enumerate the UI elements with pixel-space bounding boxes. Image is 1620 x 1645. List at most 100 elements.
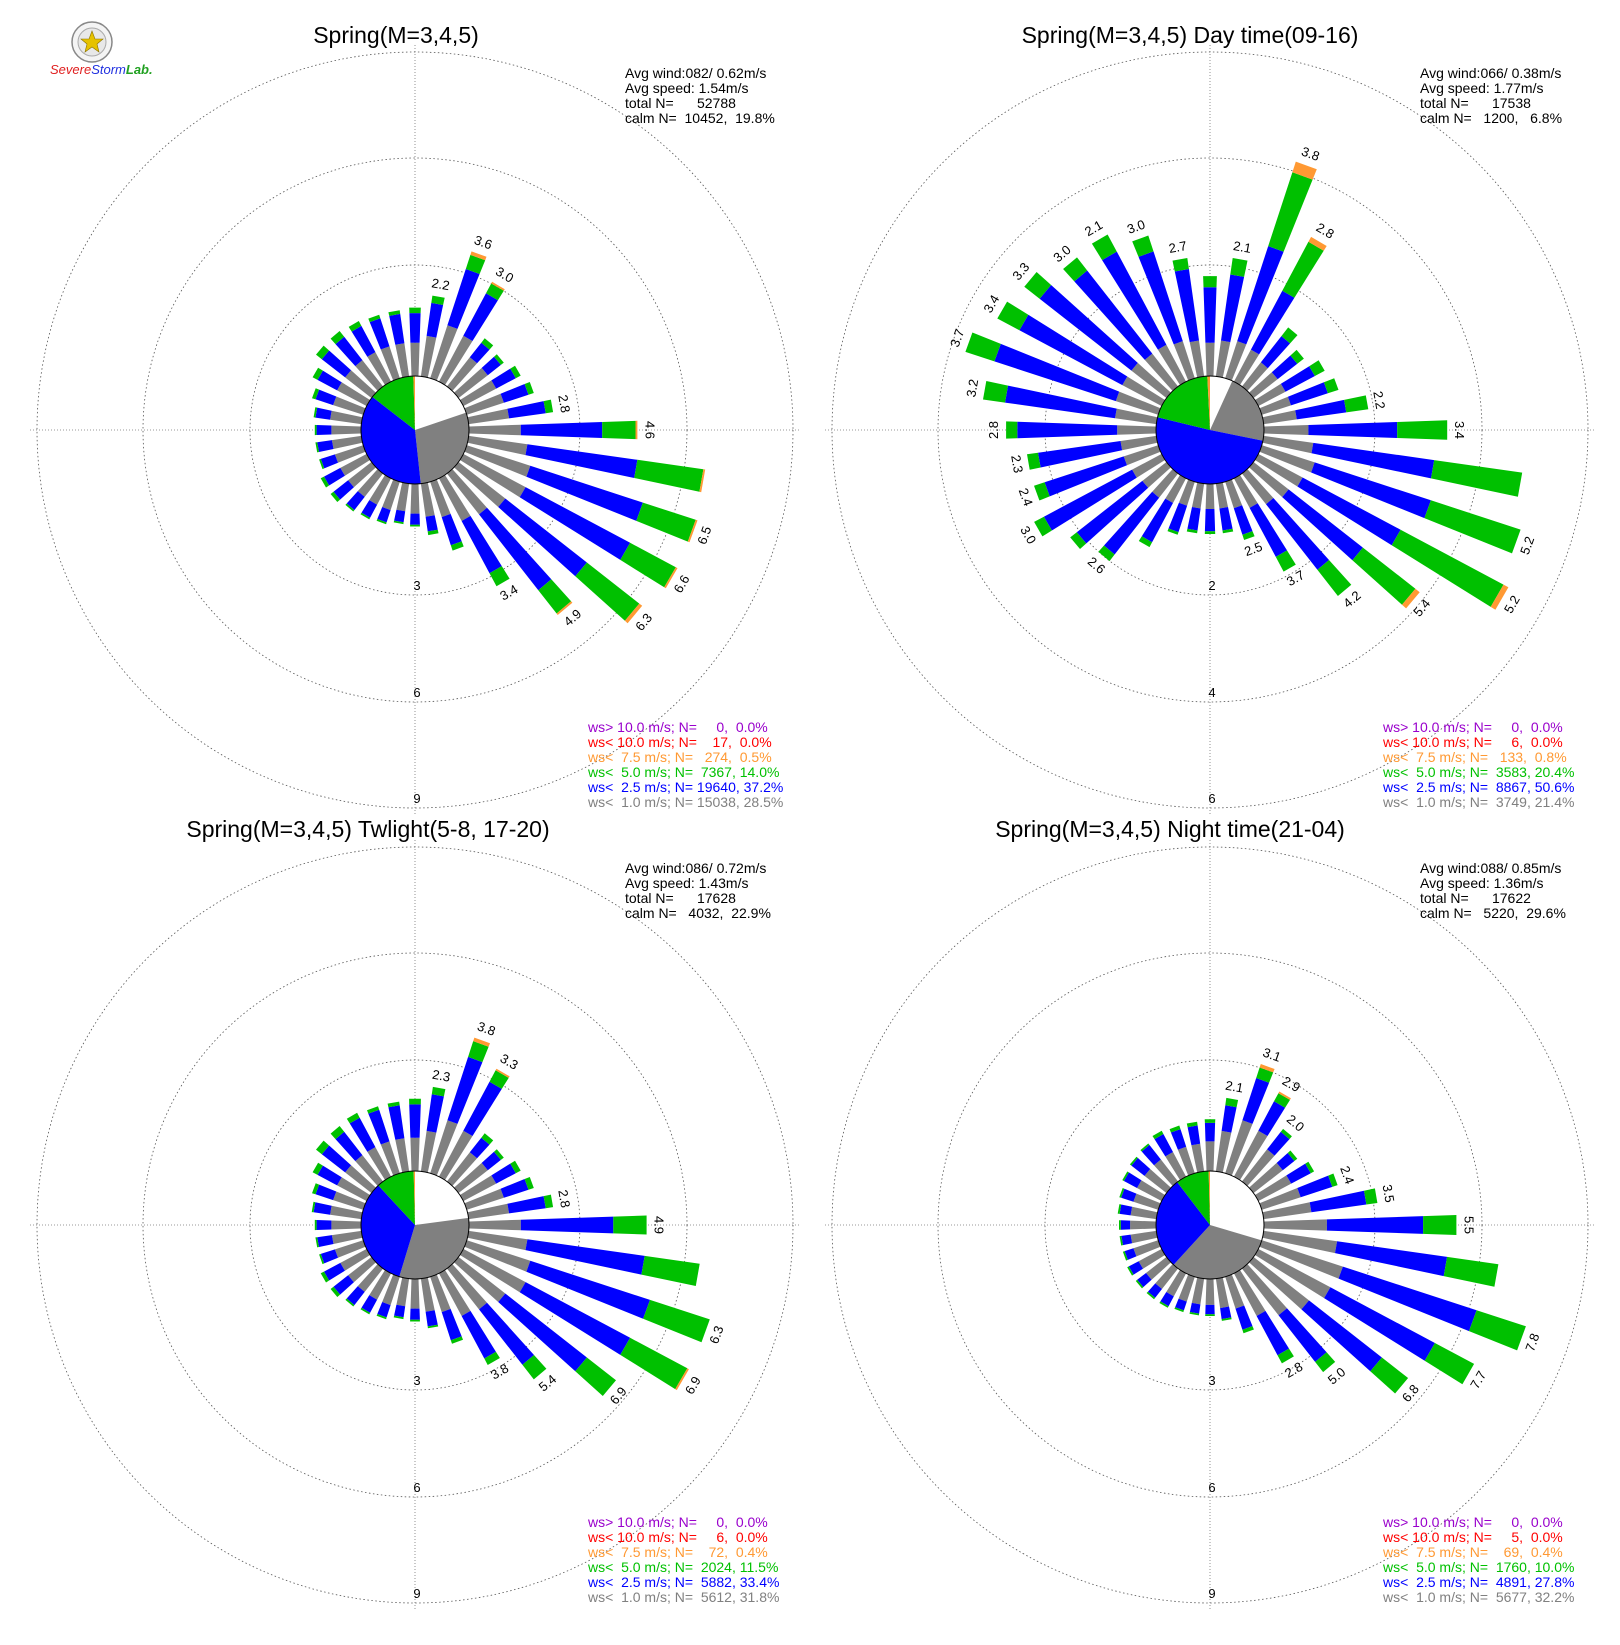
wind-bar-segment — [1155, 1264, 1178, 1289]
wind-bar-segment — [410, 1137, 420, 1171]
wind-bar-segment — [1123, 445, 1161, 466]
legend-entry: ws< 2.5 m/s; N= 4891, 27.8% — [1382, 1574, 1574, 1590]
bar-label: 3.8 — [475, 1018, 497, 1038]
pie-outline — [360, 375, 470, 485]
stats-line: calm N= 10452, 19.8% — [625, 110, 775, 126]
wind-bar-segment — [1167, 528, 1179, 535]
wind-bar-segment — [1424, 1343, 1475, 1385]
pie-slice — [1157, 376, 1210, 430]
wind-bar-segment — [613, 1215, 647, 1235]
ring-label: 6 — [413, 685, 420, 700]
wind-bar-segment — [1034, 516, 1052, 537]
wind-bar-segment — [1205, 1304, 1215, 1315]
wind-bar-segment — [575, 1357, 616, 1396]
bar-label: 3.7 — [947, 327, 967, 349]
bar-label: 3.1 — [1261, 1045, 1283, 1065]
wind-bar-segment — [1221, 274, 1245, 343]
wind-bar-segment — [543, 1194, 554, 1209]
wind-bar-segment — [481, 356, 501, 376]
bar-label: 3.5 — [1380, 1183, 1398, 1203]
wind-bar-segment — [450, 1336, 463, 1344]
wind-bar-segment — [1122, 1251, 1128, 1261]
wind-bar-segment — [321, 1145, 352, 1173]
wind-bar-segment — [395, 1138, 410, 1173]
wind-bar-segment — [1286, 1163, 1311, 1184]
wind-bar-segment — [469, 342, 490, 364]
bar-label: 2.2 — [1370, 390, 1388, 410]
wind-bar-segment — [1215, 1130, 1232, 1173]
wind-bar-segment — [1120, 435, 1158, 451]
legend-entry: ws> 10.0 m/s; N= 0, 0.0% — [1382, 719, 1563, 735]
wind-bar-segment — [1204, 509, 1216, 532]
wind-bar-segment — [507, 1196, 546, 1214]
wind-bar-segment — [556, 601, 573, 615]
wind-bar-segment — [1205, 484, 1215, 509]
legend-entry: ws< 10.0 m/s; N= 6, 0.0% — [587, 1529, 768, 1545]
ring-label: 6 — [1208, 1480, 1215, 1495]
panel-title: Spring(M=3,4,5) — [313, 22, 479, 48]
bar-label: 7.8 — [1522, 1331, 1542, 1353]
wind-bar-segment — [1262, 435, 1314, 454]
bar-label: 3.8 — [488, 1360, 511, 1382]
pie-slice — [1155, 417, 1263, 485]
wind-bar-segment — [1146, 1257, 1171, 1280]
stats-line: Avg wind:066/ 0.38m/s — [1420, 65, 1561, 81]
wind-rose-panel: Spring(M=3,4,5) Night time(21-04) 3 6 9 2.1 3… — [825, 816, 1595, 1610]
wind-bar-segment — [1259, 1188, 1301, 1210]
wind-bar-segment — [1315, 1352, 1336, 1373]
wind-bar-segment — [345, 503, 355, 512]
wind-bar-segment — [1178, 1274, 1195, 1302]
wind-bar-segment — [1225, 479, 1243, 509]
wind-bar-segment — [312, 1162, 323, 1175]
wind-bar-segment — [312, 1183, 320, 1195]
wind-bar-segment — [1490, 584, 1509, 610]
wind-bar-segment — [1165, 1152, 1186, 1180]
wind-bar-segment — [1141, 498, 1173, 543]
wind-bar-segment — [454, 462, 506, 507]
wind-bar-segment — [1222, 528, 1234, 534]
bar-label: 6.9 — [682, 1374, 704, 1397]
wind-bar-segment — [1189, 1302, 1201, 1314]
wind-bar-segment — [1141, 1144, 1161, 1166]
frequency-ring — [142, 952, 688, 1498]
wind-bar-segment — [1276, 1153, 1295, 1171]
wind-bar-segment — [479, 507, 552, 591]
wind-bar-segment — [1215, 1277, 1229, 1309]
wind-bar-segment — [409, 313, 421, 343]
wind-bar-segment — [447, 269, 480, 329]
wind-bar-segment — [1142, 462, 1171, 488]
wind-bar-segment — [494, 1149, 504, 1160]
wind-bar-segment — [1221, 1105, 1237, 1133]
wind-bar-segment — [337, 382, 370, 406]
wind-bar-segment — [387, 1101, 400, 1108]
wind-bar-segment — [321, 350, 352, 378]
wind-bar-segment — [1324, 1287, 1435, 1361]
bar-label: 2.1 — [1224, 1078, 1244, 1096]
wind-bar-segment — [454, 1257, 506, 1302]
wind-bar-segment — [361, 1295, 378, 1313]
wind-bar-segment — [320, 1271, 330, 1283]
pie-slice — [1210, 1171, 1264, 1241]
wind-bar-segment — [396, 1277, 410, 1307]
wind-bar-segment — [1258, 1101, 1286, 1136]
wind-bar-segment — [1215, 340, 1231, 378]
wind-bar-segment — [1424, 500, 1521, 554]
wind-bar-segment — [1130, 1206, 1158, 1220]
wind-bar-segment — [316, 425, 332, 435]
bar-label: 2.0 — [1284, 1111, 1307, 1134]
legend-entry: ws> 10.0 m/s; N= 0, 0.0% — [587, 719, 768, 735]
wind-bar-segment — [1281, 327, 1298, 344]
stats-line: Avg speed: 1.77m/s — [1420, 80, 1543, 96]
wind-bar-segment — [410, 1279, 420, 1309]
pie-slice — [415, 1171, 469, 1225]
wind-bar-segment — [491, 1163, 516, 1184]
bar-label: 5.4 — [1410, 596, 1433, 619]
bar-label: 2.8 — [1282, 1359, 1305, 1381]
pie-outline — [360, 1170, 470, 1280]
wind-bar-segment — [1344, 395, 1369, 413]
wind-bar-segment — [1274, 1093, 1290, 1108]
wind-bar-segment — [469, 424, 521, 436]
wind-bar-segment — [345, 1298, 355, 1307]
